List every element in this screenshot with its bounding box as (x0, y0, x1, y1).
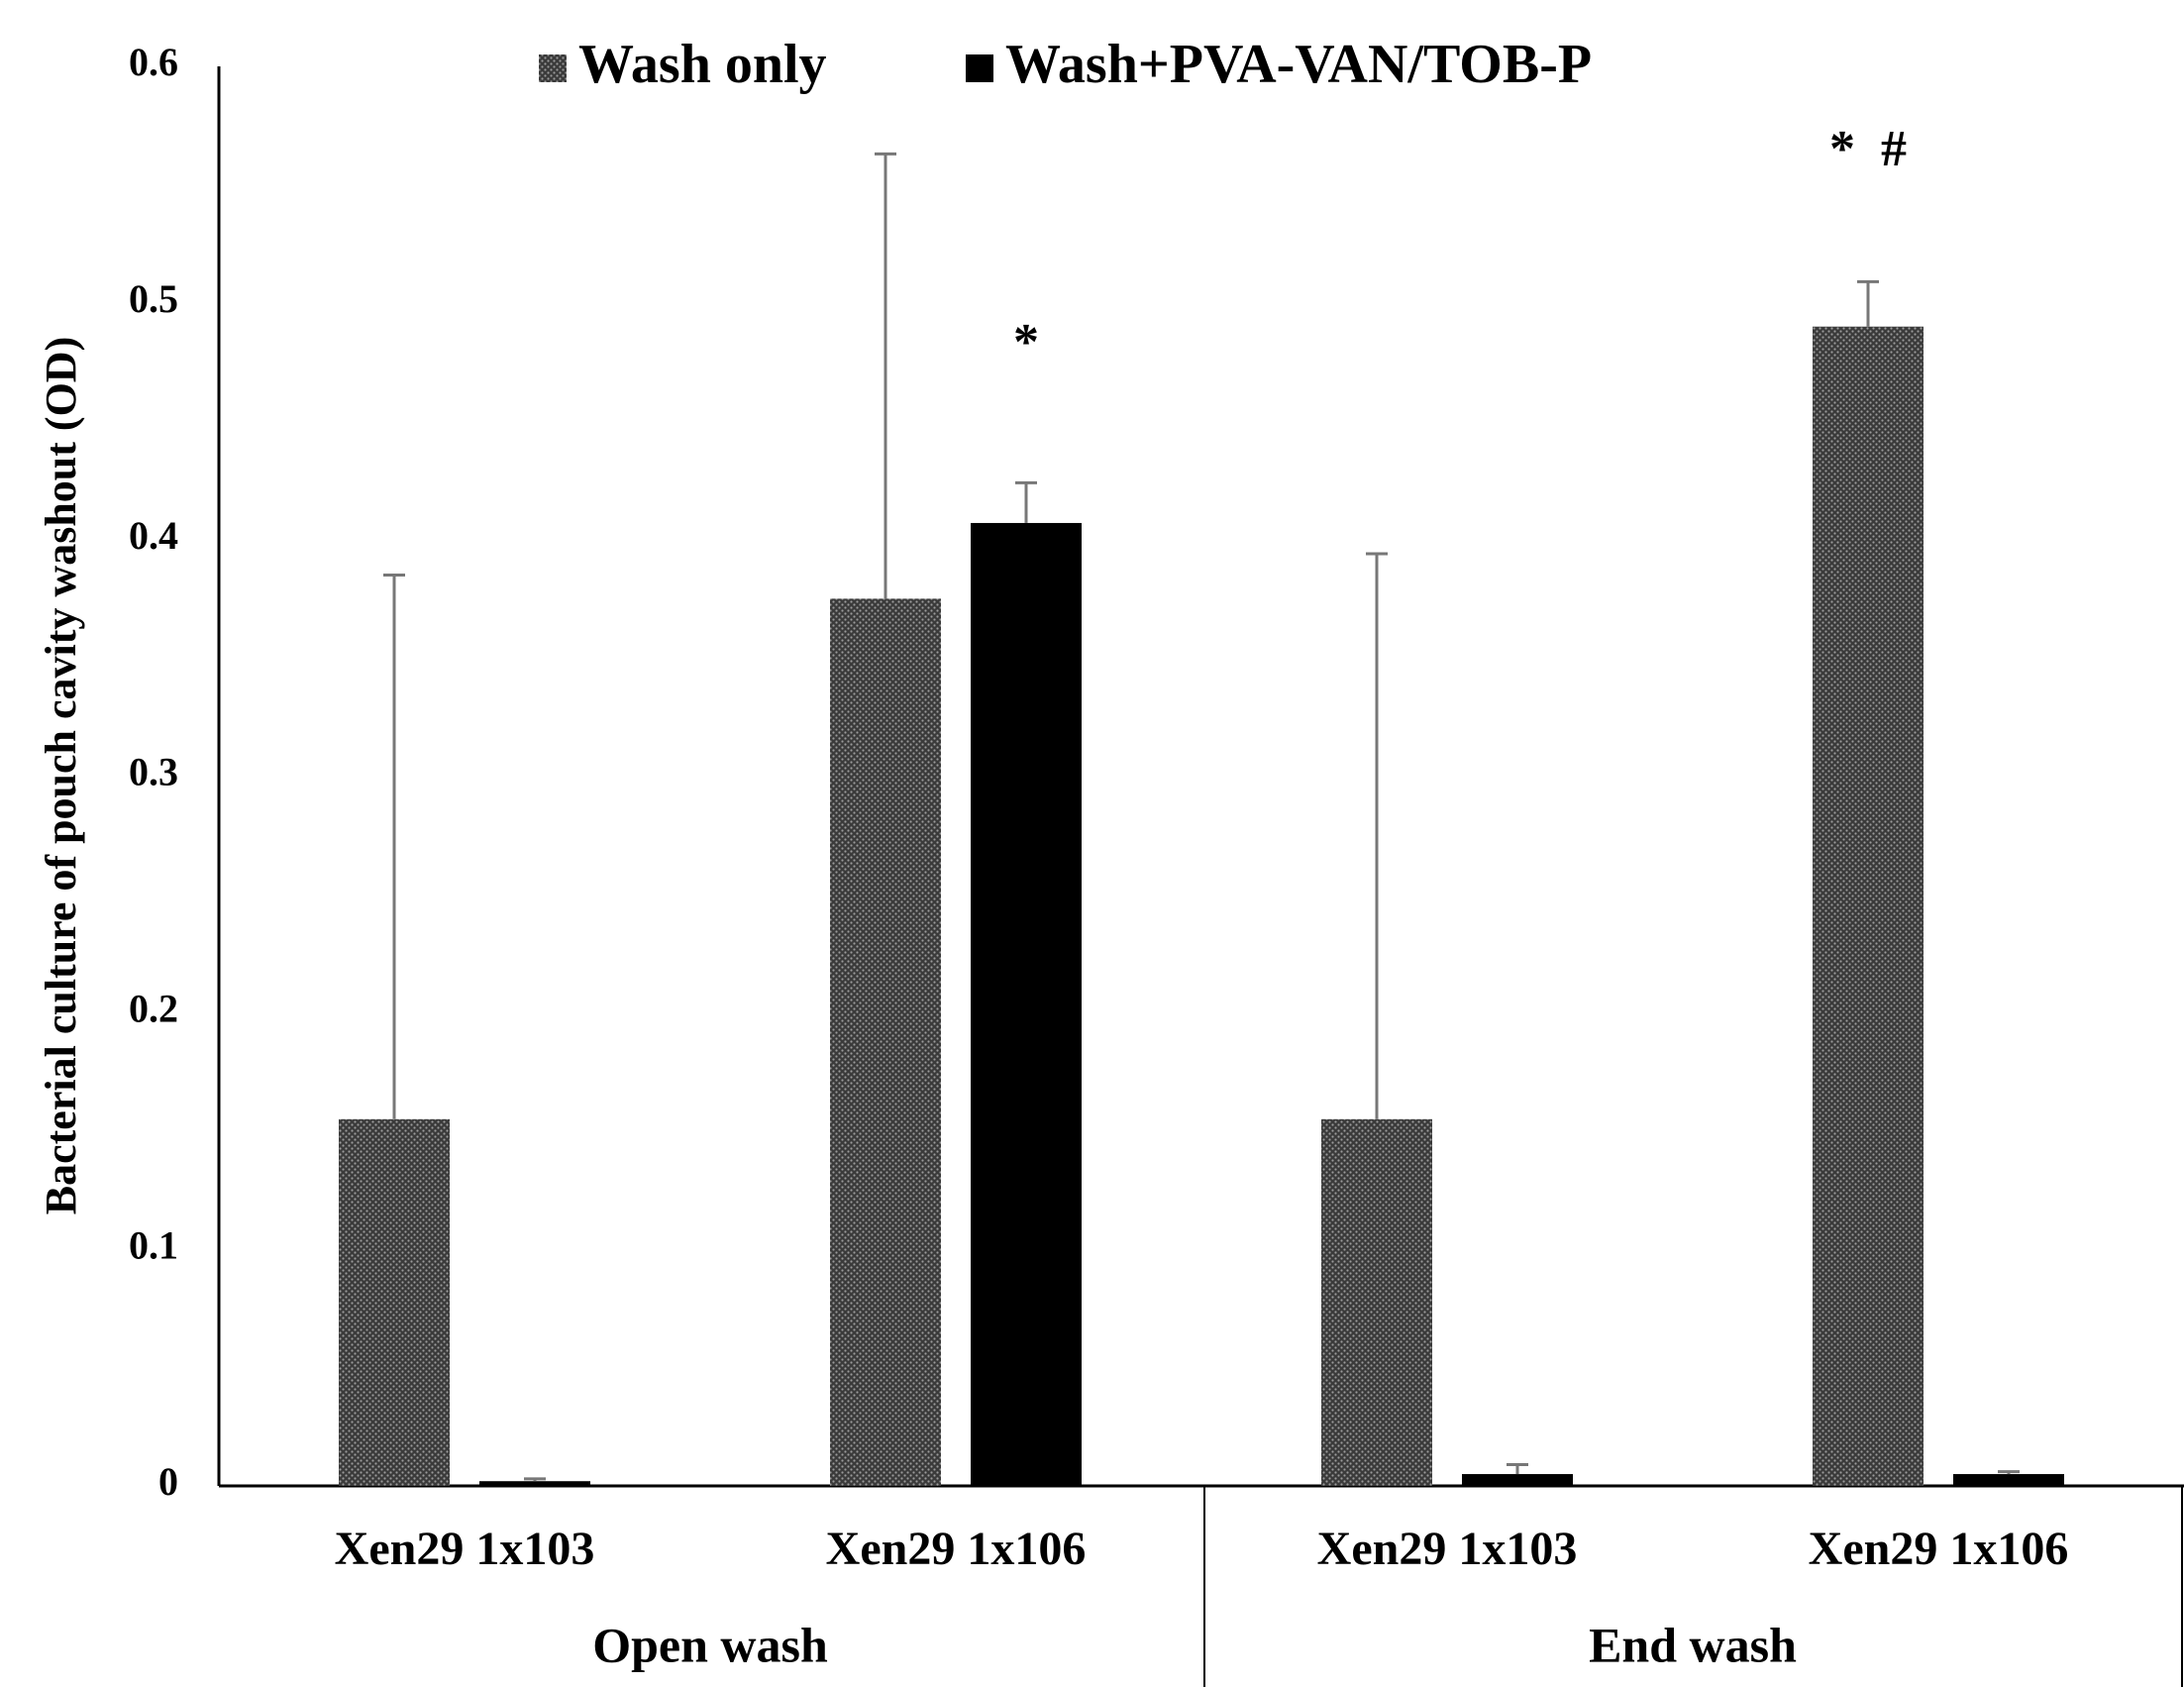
x-tick-label: Xen29 1x103 (1317, 1523, 1578, 1575)
legend-marker (966, 54, 993, 82)
bar (1462, 1474, 1573, 1486)
error-bar (1857, 279, 1879, 327)
bar (339, 1118, 450, 1486)
y-tick-label: 0.6 (129, 40, 178, 84)
bar (830, 598, 941, 1486)
bar (971, 522, 1082, 1486)
bar (1813, 326, 1924, 1486)
y-tick-label: 0.3 (129, 750, 178, 794)
legend-label: Wash+PVA-VAN/TOB-P (1005, 34, 1592, 95)
error-bar (1507, 1463, 1528, 1475)
bar (1953, 1474, 2064, 1486)
error-bar (875, 152, 896, 599)
error-bar (1366, 552, 1388, 1119)
legend-label: Wash only (578, 34, 827, 95)
y-tick-label: 0.2 (129, 987, 178, 1031)
x-tick-label: Xen29 1x106 (1809, 1523, 2069, 1575)
y-tick-label: 0.1 (129, 1222, 178, 1267)
legend-marker (539, 54, 567, 82)
y-tick-label: 0 (158, 1459, 178, 1504)
group-label: End wash (1589, 1617, 1797, 1672)
y-tick-label: 0.4 (129, 513, 178, 558)
error-bar (524, 1477, 546, 1482)
x-tick-label: Xen29 1x106 (826, 1523, 1087, 1575)
y-axis-label: Bacterial culture of pouch cavity washou… (37, 337, 85, 1214)
annotation: * # (1829, 121, 1907, 177)
group-label: Open wash (592, 1617, 828, 1672)
x-tick-label: Xen29 1x103 (335, 1523, 595, 1575)
bar (479, 1481, 590, 1486)
bar (1321, 1118, 1432, 1486)
error-bar (1015, 480, 1037, 523)
y-tick-label: 0.5 (129, 276, 178, 321)
error-bar (1998, 1470, 2020, 1475)
annotation: * (1013, 314, 1039, 370)
error-bar (383, 573, 405, 1119)
